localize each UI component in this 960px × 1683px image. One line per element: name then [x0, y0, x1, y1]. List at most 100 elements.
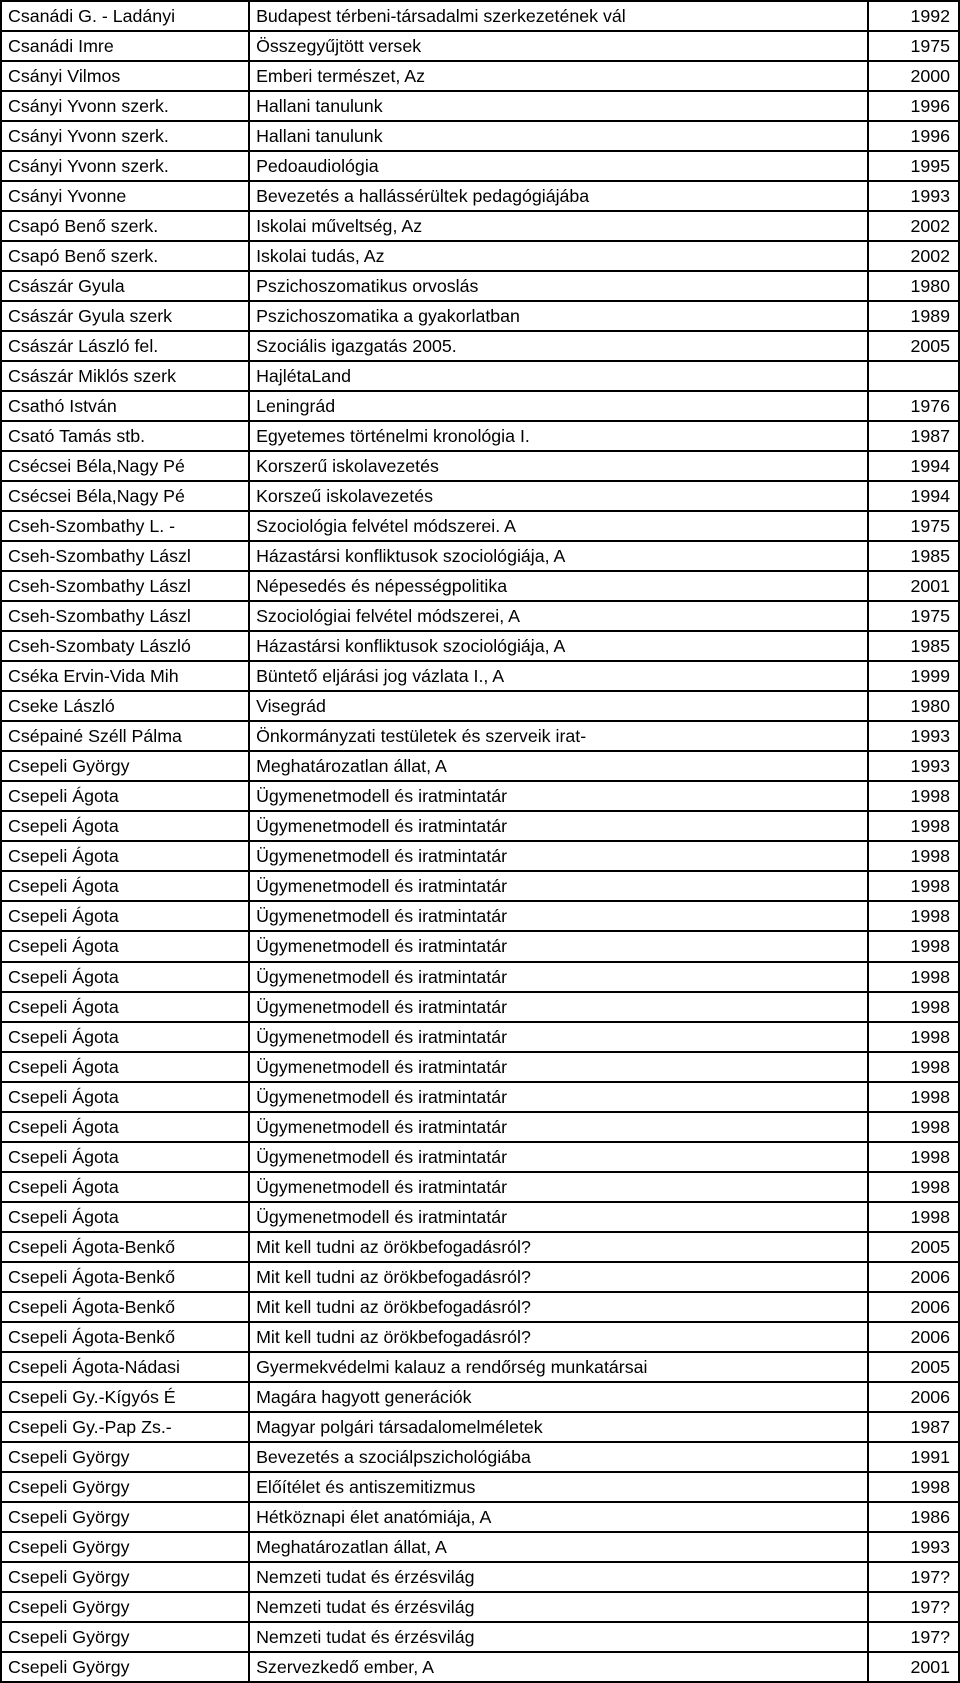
table-row: Csányi YvonneBevezetés a hallássérültek … — [1, 181, 959, 211]
cell-title: Ügymenetmodell és iratmintatár — [249, 811, 868, 841]
cell-year: 1986 — [868, 1502, 959, 1532]
cell-author: Csapó Benő szerk. — [1, 211, 249, 241]
cell-author: Csepeli Ágota — [1, 1142, 249, 1172]
table-row: Csepeli Ágota-BenkőMit kell tudni az örö… — [1, 1322, 959, 1352]
cell-author: Csepeli György — [1, 1442, 249, 1472]
cell-author: Csepeli Ágota — [1, 1022, 249, 1052]
cell-title: Ügymenetmodell és iratmintatár — [249, 1022, 868, 1052]
cell-author: Csepeli Ágota — [1, 901, 249, 931]
cell-author: Csathó István — [1, 391, 249, 421]
cell-title: Ügymenetmodell és iratmintatár — [249, 871, 868, 901]
cell-title: Ügymenetmodell és iratmintatár — [249, 841, 868, 871]
cell-title: Népesedés és népességpolitika — [249, 571, 868, 601]
table-row: Csepeli GyörgyMeghatározatlan állat, A19… — [1, 1532, 959, 1562]
table-row: Csató Tamás stb.Egyetemes történelmi kro… — [1, 421, 959, 451]
table-row: Csepeli ÁgotaÜgymenetmodell és iratminta… — [1, 992, 959, 1022]
table-row: Csepeli Ágota-BenkőMit kell tudni az örö… — [1, 1232, 959, 1262]
cell-year: 1993 — [868, 751, 959, 781]
table-body: Csanádi G. - LadányiBudapest térbeni-tár… — [1, 1, 959, 1682]
cell-author: Csepeli Ágota — [1, 1112, 249, 1142]
cell-title: Pedoaudiológia — [249, 151, 868, 181]
table-row: Cseh-Szombathy L. -Szociológia felvétel … — [1, 511, 959, 541]
cell-title: Magára hagyott generációk — [249, 1382, 868, 1412]
cell-title: Bevezetés a szociálpszichológiába — [249, 1442, 868, 1472]
cell-year: 1998 — [868, 781, 959, 811]
table-row: Csepeli ÁgotaÜgymenetmodell és iratminta… — [1, 1202, 959, 1232]
cell-year: 1975 — [868, 511, 959, 541]
cell-author: Csepeli Ágota-Benkő — [1, 1322, 249, 1352]
table-row: Csepeli ÁgotaÜgymenetmodell és iratminta… — [1, 811, 959, 841]
cell-year: 2002 — [868, 211, 959, 241]
cell-year: 2002 — [868, 241, 959, 271]
table-row: Csányi Yvonn szerk.Pedoaudiológia1995 — [1, 151, 959, 181]
cell-author: Csepeli Ágota — [1, 1082, 249, 1112]
cell-author: Csepeli Ágota-Benkő — [1, 1232, 249, 1262]
cell-title: Hallani tanulunk — [249, 121, 868, 151]
cell-year: 2006 — [868, 1262, 959, 1292]
cell-year: 1999 — [868, 661, 959, 691]
table-row: Csepeli Ágota-NádasiGyermekvédelmi kalau… — [1, 1352, 959, 1382]
cell-year: 1994 — [868, 481, 959, 511]
cell-year: 1998 — [868, 1082, 959, 1112]
cell-author: Császár László fel. — [1, 331, 249, 361]
cell-title: Budapest térbeni-társadalmi szerkezeténe… — [249, 1, 868, 31]
table-row: Csepeli ÁgotaÜgymenetmodell és iratminta… — [1, 1022, 959, 1052]
table-row: Csepeli GyörgySzervezkedő ember, A2001 — [1, 1652, 959, 1682]
cell-year: 1998 — [868, 962, 959, 992]
cell-year: 197? — [868, 1622, 959, 1652]
cell-year: 1998 — [868, 1142, 959, 1172]
cell-title: Hétköznapi élet anatómiája, A — [249, 1502, 868, 1532]
cell-author: Cseke László — [1, 691, 249, 721]
cell-title: Meghatározatlan állat, A — [249, 1532, 868, 1562]
cell-author: Cseh-Szombathy Lászl — [1, 601, 249, 631]
table-row: Csepeli GyörgyElőítélet és antiszemitizm… — [1, 1472, 959, 1502]
cell-title: Pszichoszomatika a gyakorlatban — [249, 301, 868, 331]
cell-year: 2006 — [868, 1382, 959, 1412]
table-row: Csepeli ÁgotaÜgymenetmodell és iratminta… — [1, 1112, 959, 1142]
cell-year: 1975 — [868, 31, 959, 61]
cell-title: Ügymenetmodell és iratmintatár — [249, 1052, 868, 1082]
cell-title: Szociológia felvétel módszerei. A — [249, 511, 868, 541]
cell-author: Császár Gyula szerk — [1, 301, 249, 331]
table-row: Cséka Ervin-Vida MihBüntető eljárási jog… — [1, 661, 959, 691]
table-row: Csécsei Béla,Nagy PéKorszeű iskolavezeté… — [1, 481, 959, 511]
cell-year: 1998 — [868, 1472, 959, 1502]
cell-author: Csányi Yvonn szerk. — [1, 121, 249, 151]
cell-author: Csépainé Széll Pálma — [1, 721, 249, 751]
cell-title: Ügymenetmodell és iratmintatár — [249, 1142, 868, 1172]
cell-author: Csepeli Ágota — [1, 1052, 249, 1082]
cell-year: 1995 — [868, 151, 959, 181]
cell-year: 1996 — [868, 91, 959, 121]
cell-title: Bevezetés a hallássérültek pedagógiájába — [249, 181, 868, 211]
table-row: Csányi Yvonn szerk.Hallani tanulunk1996 — [1, 91, 959, 121]
cell-year: 1980 — [868, 271, 959, 301]
cell-author: Csepeli Ágota — [1, 781, 249, 811]
cell-author: Csepeli Gy.-Pap Zs.- — [1, 1412, 249, 1442]
cell-year: 1998 — [868, 992, 959, 1022]
cell-title: Ügymenetmodell és iratmintatár — [249, 992, 868, 1022]
cell-title: Hallani tanulunk — [249, 91, 868, 121]
cell-year: 2000 — [868, 61, 959, 91]
cell-title: Pszichoszomatikus orvoslás — [249, 271, 868, 301]
cell-author: Csepeli Ágota — [1, 841, 249, 871]
cell-year: 1980 — [868, 691, 959, 721]
table-row: Csepeli GyörgyNemzeti tudat és érzésvilá… — [1, 1622, 959, 1652]
cell-author: Csepeli Gy.-Kígyós É — [1, 1382, 249, 1412]
cell-title: Leningrád — [249, 391, 868, 421]
cell-title: Előítélet és antiszemitizmus — [249, 1472, 868, 1502]
table-row: Csanádi G. - LadányiBudapest térbeni-tár… — [1, 1, 959, 31]
table-row: Csepeli ÁgotaÜgymenetmodell és iratminta… — [1, 1052, 959, 1082]
cell-author: Cseh-Szombathy Lászl — [1, 571, 249, 601]
cell-year: 2005 — [868, 1232, 959, 1262]
table-row: Csányi VilmosEmberi természet, Az2000 — [1, 61, 959, 91]
cell-author: Csepeli Ágota — [1, 1172, 249, 1202]
cell-title: Iskolai tudás, Az — [249, 241, 868, 271]
cell-title: Magyar polgári társadalomelméletek — [249, 1412, 868, 1442]
cell-title: Mit kell tudni az örökbefogadásról? — [249, 1232, 868, 1262]
cell-year: 1998 — [868, 1052, 959, 1082]
cell-author: Csányi Vilmos — [1, 61, 249, 91]
cell-year — [868, 361, 959, 391]
cell-author: Csepeli Ágota-Benkő — [1, 1292, 249, 1322]
cell-author: Csányi Yvonn szerk. — [1, 91, 249, 121]
cell-title: Nemzeti tudat és érzésvilág — [249, 1562, 868, 1592]
